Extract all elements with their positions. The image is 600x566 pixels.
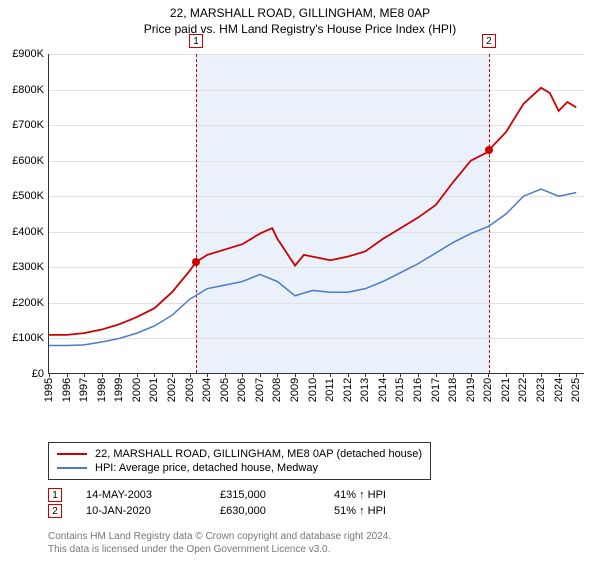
footnote: Contains HM Land Registry data © Crown c… (48, 530, 391, 556)
x-axis-label: 2014 (377, 378, 389, 402)
marker-dot (192, 258, 200, 266)
y-axis-label: £700K (2, 119, 44, 131)
x-axis-label: 2024 (553, 378, 565, 402)
marker-flag-icon: 1 (48, 488, 62, 502)
legend-item: HPI: Average price, detached house, Medw… (57, 461, 422, 475)
x-axis-label: 2007 (254, 378, 266, 402)
x-axis-label: 2023 (535, 378, 547, 402)
x-axis-label: 2025 (570, 378, 582, 402)
x-axis-label: 2001 (148, 378, 160, 402)
transaction-row: 2 10-JAN-2020 £630,000 51% ↑ HPI (48, 504, 386, 518)
x-axis-label: 1999 (113, 378, 125, 402)
transaction-price: £630,000 (220, 505, 310, 517)
x-axis-label: 2020 (482, 378, 494, 402)
legend-swatch (57, 467, 87, 469)
x-axis-label: 2017 (430, 378, 442, 402)
x-axis-label: 2019 (465, 378, 477, 402)
chart-svg (49, 54, 585, 374)
x-axis-label: 2018 (447, 378, 459, 402)
x-axis-label: 2012 (342, 378, 354, 402)
chart-title: 22, MARSHALL ROAD, GILLINGHAM, ME8 0AP (0, 6, 600, 20)
x-axis-label: 2004 (201, 378, 213, 402)
transaction-date: 10-JAN-2020 (86, 505, 196, 517)
x-axis-label: 2009 (289, 378, 301, 402)
transactions-table: 1 14-MAY-2003 £315,000 41% ↑ HPI 2 10-JA… (48, 486, 386, 520)
y-axis-label: £900K (2, 48, 44, 60)
y-axis-label: £300K (2, 261, 44, 273)
series-line-price_paid (49, 88, 576, 335)
x-axis-label: 2011 (324, 378, 336, 402)
legend-label: 22, MARSHALL ROAD, GILLINGHAM, ME8 0AP (… (95, 448, 422, 460)
legend-swatch (57, 453, 87, 455)
x-axis-label: 2015 (394, 378, 406, 402)
x-axis-label: 1995 (43, 378, 55, 402)
legend: 22, MARSHALL ROAD, GILLINGHAM, ME8 0AP (… (48, 442, 431, 480)
x-axis-label: 2021 (500, 378, 512, 402)
transaction-row: 1 14-MAY-2003 £315,000 41% ↑ HPI (48, 488, 386, 502)
x-axis-label: 2003 (184, 378, 196, 402)
plot-area: £0£100K£200K£300K£400K£500K£600K£700K£80… (48, 54, 584, 374)
series-line-hpi (49, 189, 576, 345)
footnote-line: Contains HM Land Registry data © Crown c… (48, 530, 391, 543)
y-axis-label: £200K (2, 297, 44, 309)
transaction-pct: 41% ↑ HPI (334, 489, 386, 501)
x-axis-label: 2022 (517, 378, 529, 402)
legend-item: 22, MARSHALL ROAD, GILLINGHAM, ME8 0AP (… (57, 447, 422, 461)
x-axis-label: 2000 (131, 378, 143, 402)
x-axis-label: 2013 (359, 378, 371, 402)
transaction-price: £315,000 (220, 489, 310, 501)
y-axis-label: £0 (2, 368, 44, 380)
y-axis-label: £600K (2, 155, 44, 167)
x-axis-label: 1998 (96, 378, 108, 402)
y-axis-label: £100K (2, 332, 44, 344)
y-axis-label: £400K (2, 226, 44, 238)
marker-flag-icon: 2 (48, 504, 62, 518)
footnote-line: This data is licensed under the Open Gov… (48, 543, 391, 556)
legend-label: HPI: Average price, detached house, Medw… (95, 462, 318, 474)
x-axis-label: 2016 (412, 378, 424, 402)
y-axis-label: £500K (2, 190, 44, 202)
chart-container: 22, MARSHALL ROAD, GILLINGHAM, ME8 0AP P… (0, 6, 600, 566)
chart-area: £0£100K£200K£300K£400K£500K£600K£700K£80… (48, 54, 584, 402)
transaction-pct: 51% ↑ HPI (334, 505, 386, 517)
x-axis-label: 2006 (236, 378, 248, 402)
y-axis-label: £800K (2, 84, 44, 96)
chart-subtitle: Price paid vs. HM Land Registry's House … (0, 22, 600, 36)
x-axis-label: 2010 (307, 378, 319, 402)
marker-dot (485, 146, 493, 154)
marker-flag: 2 (482, 34, 496, 48)
marker-flag: 1 (189, 34, 203, 48)
x-axis-label: 2002 (166, 378, 178, 402)
transaction-date: 14-MAY-2003 (86, 489, 196, 501)
x-axis-label: 1996 (61, 378, 73, 402)
x-axis-label: 2005 (219, 378, 231, 402)
x-axis-label: 2008 (271, 378, 283, 402)
x-axis-label: 1997 (78, 378, 90, 402)
